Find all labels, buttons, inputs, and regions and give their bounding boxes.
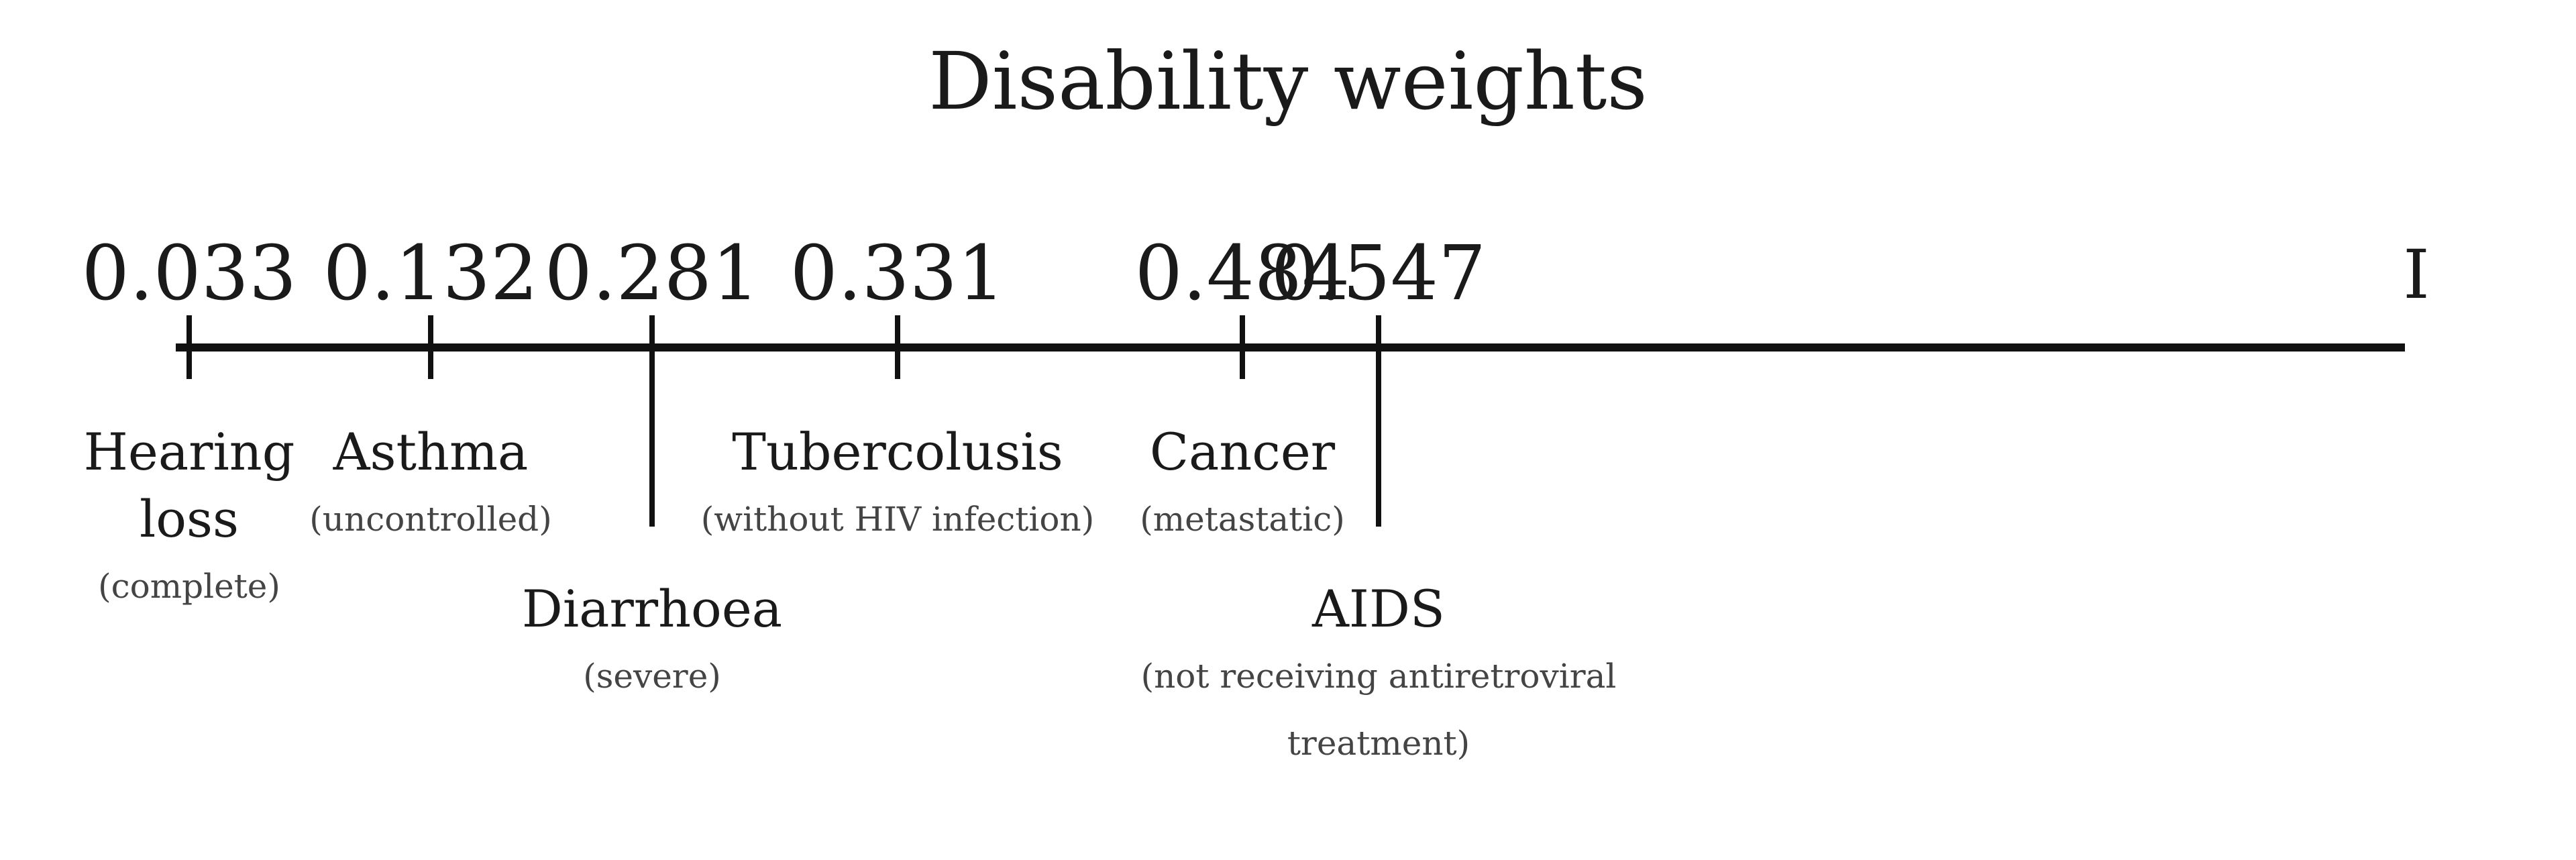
value-label: 0.484 (1134, 230, 1350, 317)
axis-ticks (186, 315, 1381, 527)
condition-name: Cancer (1149, 422, 1336, 482)
axis-end-label: I (2403, 235, 2430, 314)
condition-name: Hearing (83, 422, 295, 482)
condition-qualifier: (severe) (583, 657, 721, 696)
condition-label: AIDS (not receiving antiretroviral treatme… (1141, 576, 1617, 777)
condition-qualifier: (complete) (98, 567, 280, 606)
condition-name: Tubercolusis (732, 422, 1063, 482)
condition-qualifier: (uncontrolled) (309, 500, 552, 539)
value-label: 0.547 (1271, 230, 1487, 317)
condition-qualifier: (without HIV infection) (700, 500, 1095, 539)
condition-name: Asthma (333, 422, 529, 482)
value-label: 0.331 (790, 230, 1006, 317)
condition-name: Diarrhoea (521, 579, 783, 639)
value-label: 0.033 (81, 230, 297, 317)
condition-name: AIDS (1312, 579, 1445, 639)
condition-label: Cancer (metastatic) (1140, 419, 1345, 553)
condition-label: Hearing loss (complete) (84, 419, 295, 620)
condition-qualifier: (metastatic) (1140, 500, 1345, 539)
condition-label: Asthma (uncontrolled) (309, 419, 551, 553)
condition-qualifier: treatment) (1287, 724, 1470, 763)
condition-name: loss (139, 489, 239, 549)
value-label: 0.132 (323, 230, 539, 317)
condition-label: Tubercolusis (without HIV infection) (701, 419, 1094, 553)
condition-qualifier: (not receiving antiretroviral (1140, 657, 1617, 696)
value-label: 0.281 (544, 230, 760, 317)
condition-label: Diarrhoea (severe) (522, 576, 782, 710)
diagram-title: Disability weights (928, 35, 1648, 127)
